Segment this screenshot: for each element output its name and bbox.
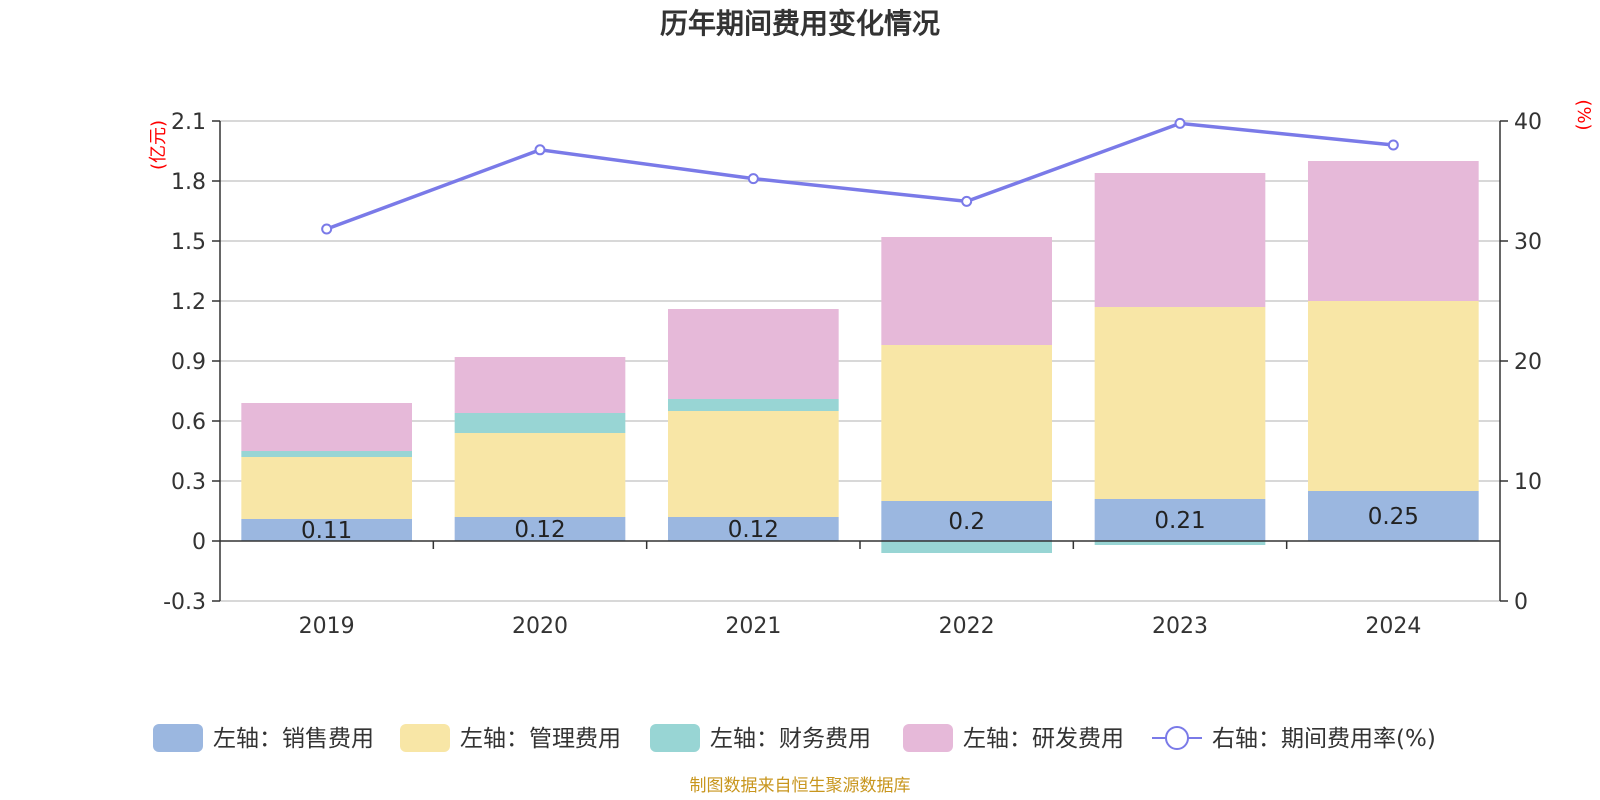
x-tick-label: 2019 xyxy=(299,614,355,639)
left-axis-unit: (亿元) xyxy=(148,120,169,170)
left-tick-label: 0.9 xyxy=(171,350,206,375)
rate-point-2022 xyxy=(961,195,973,207)
legend-sales-label: 左轴：销售费用 xyxy=(213,726,374,752)
legend-finance-swatch xyxy=(650,724,700,752)
bar-finance-2020 xyxy=(454,413,626,433)
bar-rnd-2020 xyxy=(454,357,626,413)
bar-admin-2022 xyxy=(881,345,1052,501)
bar-finance-2019 xyxy=(241,451,412,457)
right-tick-label: 30 xyxy=(1514,230,1542,255)
rate-line xyxy=(321,117,1399,235)
left-tick-label: -0.3 xyxy=(163,590,206,615)
left-tick-label: 0.3 xyxy=(171,470,206,495)
bar-admin-2019 xyxy=(241,457,412,519)
bar-finance-2023 xyxy=(1094,541,1266,545)
legend-finance-label: 左轴：财务费用 xyxy=(710,726,871,752)
bar-sales-2021 xyxy=(668,517,839,541)
data-label-sales-2022: 0.2 xyxy=(948,509,985,535)
bar-rnd-2019 xyxy=(241,403,412,451)
left-tick-label: 0 xyxy=(192,530,206,555)
legend-admin-label: 左轴：管理费用 xyxy=(460,726,621,752)
rate-point-2023 xyxy=(1174,117,1186,129)
left-tick-label: 1.5 xyxy=(171,230,206,255)
legend-rate-marker xyxy=(1165,726,1189,750)
right-tick-label: 0 xyxy=(1514,590,1528,615)
legend-rate-label: 右轴：期间费用率(%) xyxy=(1212,726,1436,752)
bar-sales-2020 xyxy=(454,517,626,541)
legend-rnd-swatch xyxy=(903,724,953,752)
bar-sales-2024 xyxy=(1308,491,1479,541)
bar-finance-2022 xyxy=(881,541,1052,553)
rate-point-2021 xyxy=(747,173,759,185)
x-tick-label: 2022 xyxy=(939,614,995,639)
legend-rnd-label: 左轴：研发费用 xyxy=(963,726,1124,752)
rate-point-2019 xyxy=(321,223,333,235)
data-label-sales-2021: 0.12 xyxy=(728,517,779,543)
bar-admin-2021 xyxy=(668,411,839,517)
bars xyxy=(241,161,1479,553)
left-tick-label: 2.1 xyxy=(171,110,206,135)
left-tick-label: 0.6 xyxy=(171,410,206,435)
rate-line-path xyxy=(326,121,1394,231)
right-axis-unit: (%) xyxy=(1573,99,1594,130)
axes: 2.1 1.8 1.5 1.2 0.9 0.6 0.3 0 -0.3 40 30 20 10 0 2019 2… xyxy=(163,110,1542,639)
data-label-sales-2019: 0.11 xyxy=(301,518,352,544)
source-note: 制图数据来自恒生聚源数据库 xyxy=(690,776,911,796)
legend-sales-swatch xyxy=(153,724,203,752)
bar-admin-2024 xyxy=(1308,301,1479,491)
right-tick-label: 20 xyxy=(1514,350,1542,375)
bar-sales-2019 xyxy=(241,519,412,541)
bar-finance-2021 xyxy=(668,399,839,411)
left-tick-label: 1.8 xyxy=(171,170,206,195)
bar-rnd-2021 xyxy=(668,309,839,399)
bar-admin-2020 xyxy=(454,433,626,517)
left-tick-label: 1.2 xyxy=(171,290,206,315)
x-tick-label: 2023 xyxy=(1152,614,1208,639)
chart-title: 历年期间费用变化情况 xyxy=(660,7,940,40)
legend-admin-swatch xyxy=(400,724,450,752)
x-tick-label: 2020 xyxy=(512,614,568,639)
legend[interactable]: 左轴：销售费用 左轴：管理费用 左轴：财务费用 左轴：研发费用 右轴：期间费用率(%) xyxy=(153,724,1436,752)
x-tick-label: 2021 xyxy=(725,614,781,639)
bar-sales-2022 xyxy=(881,501,1052,541)
bar-rnd-2024 xyxy=(1308,161,1479,301)
bar-labels: 0.11 0.12 0.12 0.2 0.21 0.25 xyxy=(301,504,1419,544)
bar-sales-2023 xyxy=(1094,499,1266,541)
data-label-sales-2020: 0.12 xyxy=(514,517,565,543)
right-tick-label: 10 xyxy=(1514,470,1542,495)
rate-point-2020 xyxy=(534,144,546,156)
rate-point-2024 xyxy=(1387,139,1399,151)
bar-rnd-2022 xyxy=(881,237,1052,345)
data-label-sales-2023: 0.21 xyxy=(1154,508,1205,534)
bar-rnd-2023 xyxy=(1094,173,1266,307)
x-tick-label: 2024 xyxy=(1365,614,1421,639)
right-tick-label: 40 xyxy=(1514,110,1542,135)
data-label-sales-2024: 0.25 xyxy=(1368,504,1419,530)
bar-admin-2023 xyxy=(1094,307,1266,499)
gridlines xyxy=(220,120,1500,602)
